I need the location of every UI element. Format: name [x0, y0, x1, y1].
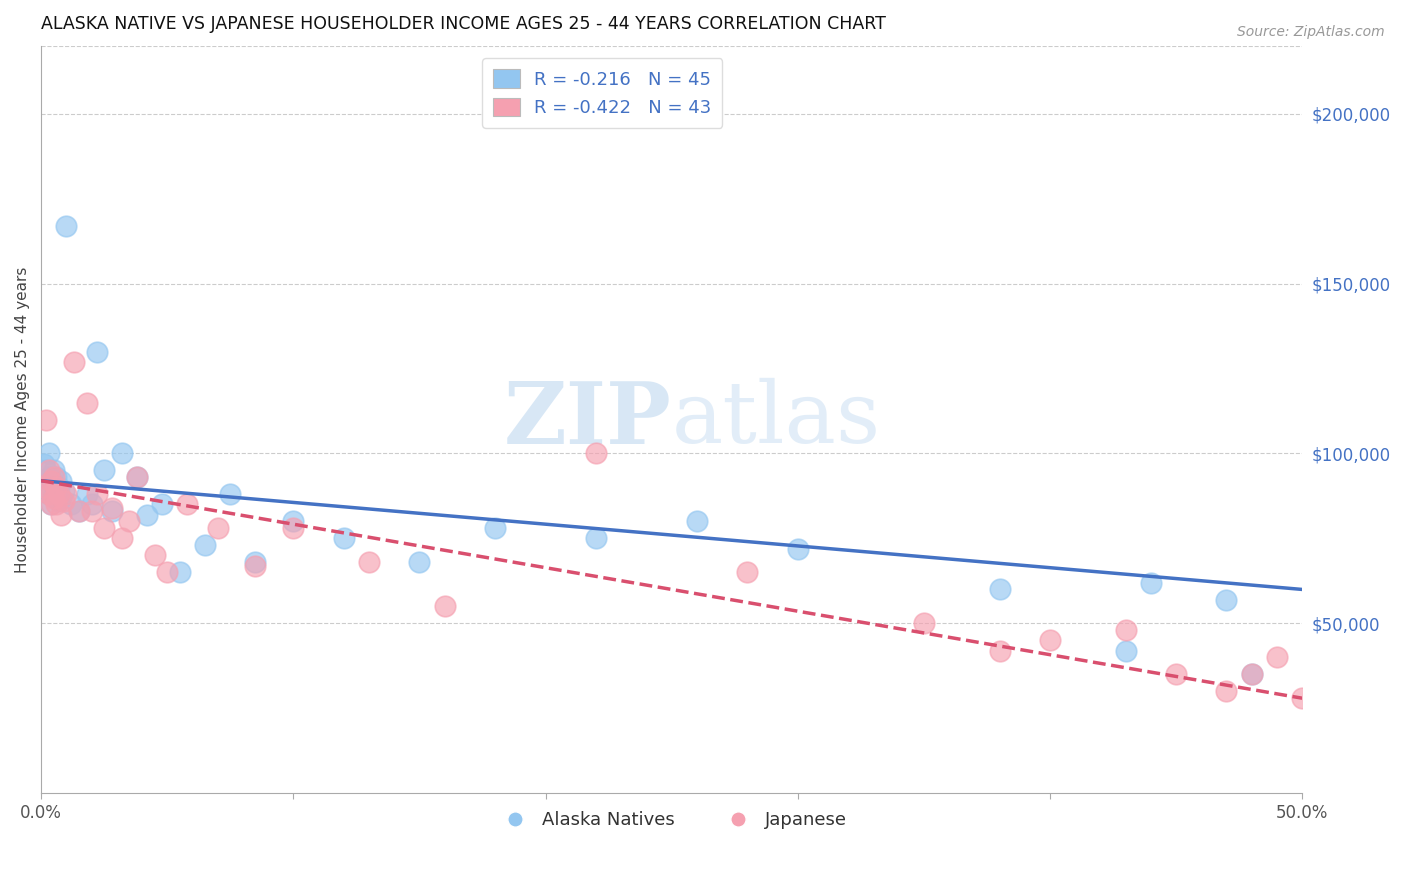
Point — [48, 481, 70, 495]
Point — [737, 566, 759, 580]
Point — [100, 500, 122, 515]
Point — [585, 446, 607, 460]
Point — [67, 504, 90, 518]
Point — [150, 498, 173, 512]
Point — [1140, 575, 1163, 590]
Point — [39, 498, 62, 512]
Point — [38, 470, 60, 484]
Point — [1164, 667, 1187, 681]
Text: ALASKA NATIVE VS JAPANESE HOUSEHOLDER INCOME AGES 25 - 44 YEARS CORRELATION CHAR: ALASKA NATIVE VS JAPANESE HOUSEHOLDER IN… — [41, 15, 886, 33]
Point — [408, 555, 430, 569]
Point — [1240, 667, 1263, 681]
Point — [51, 508, 73, 522]
Point — [283, 521, 305, 535]
Point — [76, 487, 98, 501]
Point — [357, 555, 380, 569]
Point — [52, 483, 75, 498]
Point — [100, 504, 122, 518]
Point — [219, 487, 242, 501]
Point — [111, 532, 134, 546]
Point — [80, 504, 103, 518]
Point — [45, 470, 67, 484]
Point — [1215, 684, 1237, 698]
Point — [42, 463, 65, 477]
Point — [1265, 650, 1288, 665]
Point — [45, 481, 67, 495]
Point — [45, 498, 67, 512]
Point — [1039, 633, 1062, 648]
Point — [1215, 592, 1237, 607]
Point — [585, 532, 607, 546]
Text: atlas: atlas — [672, 378, 880, 461]
Point — [176, 498, 198, 512]
Point — [48, 487, 70, 501]
Point — [143, 549, 166, 563]
Point — [51, 474, 73, 488]
Point — [45, 491, 67, 505]
Point — [156, 566, 179, 580]
Point — [988, 582, 1011, 597]
Point — [93, 463, 115, 477]
Point — [245, 558, 267, 573]
Point — [125, 470, 148, 484]
Point — [86, 344, 108, 359]
Legend: Alaska Natives, Japanese: Alaska Natives, Japanese — [489, 805, 853, 837]
Y-axis label: Householder Income Ages 25 - 44 years: Householder Income Ages 25 - 44 years — [15, 267, 30, 573]
Point — [1240, 667, 1263, 681]
Point — [111, 446, 134, 460]
Point — [67, 504, 90, 518]
Text: ZIP: ZIP — [503, 377, 672, 461]
Point — [42, 470, 65, 484]
Point — [32, 481, 55, 495]
Point — [63, 355, 86, 369]
Point — [35, 463, 58, 477]
Point — [60, 498, 83, 512]
Point — [283, 515, 305, 529]
Point — [86, 487, 108, 501]
Point — [55, 219, 77, 233]
Point — [32, 457, 55, 471]
Point — [332, 532, 354, 546]
Point — [169, 566, 191, 580]
Point — [52, 494, 75, 508]
Point — [51, 491, 73, 505]
Point — [38, 487, 60, 501]
Point — [80, 498, 103, 512]
Point — [93, 521, 115, 535]
Point — [1291, 691, 1313, 706]
Point — [484, 521, 506, 535]
Point — [39, 498, 62, 512]
Point — [76, 395, 98, 409]
Point — [988, 643, 1011, 657]
Point — [194, 538, 217, 552]
Point — [786, 541, 808, 556]
Text: Source: ZipAtlas.com: Source: ZipAtlas.com — [1237, 25, 1385, 39]
Point — [35, 412, 58, 426]
Point — [245, 555, 267, 569]
Point — [136, 508, 159, 522]
Point — [207, 521, 229, 535]
Point — [38, 446, 60, 460]
Point — [125, 470, 148, 484]
Point — [42, 487, 65, 501]
Point — [912, 616, 935, 631]
Point — [55, 487, 77, 501]
Point — [433, 599, 456, 614]
Point — [39, 474, 62, 488]
Point — [39, 474, 62, 488]
Point — [686, 515, 709, 529]
Point — [38, 463, 60, 477]
Point — [118, 515, 141, 529]
Point — [1115, 624, 1137, 638]
Point — [42, 491, 65, 505]
Point — [1115, 643, 1137, 657]
Point — [35, 481, 58, 495]
Point — [48, 494, 70, 508]
Point — [38, 487, 60, 501]
